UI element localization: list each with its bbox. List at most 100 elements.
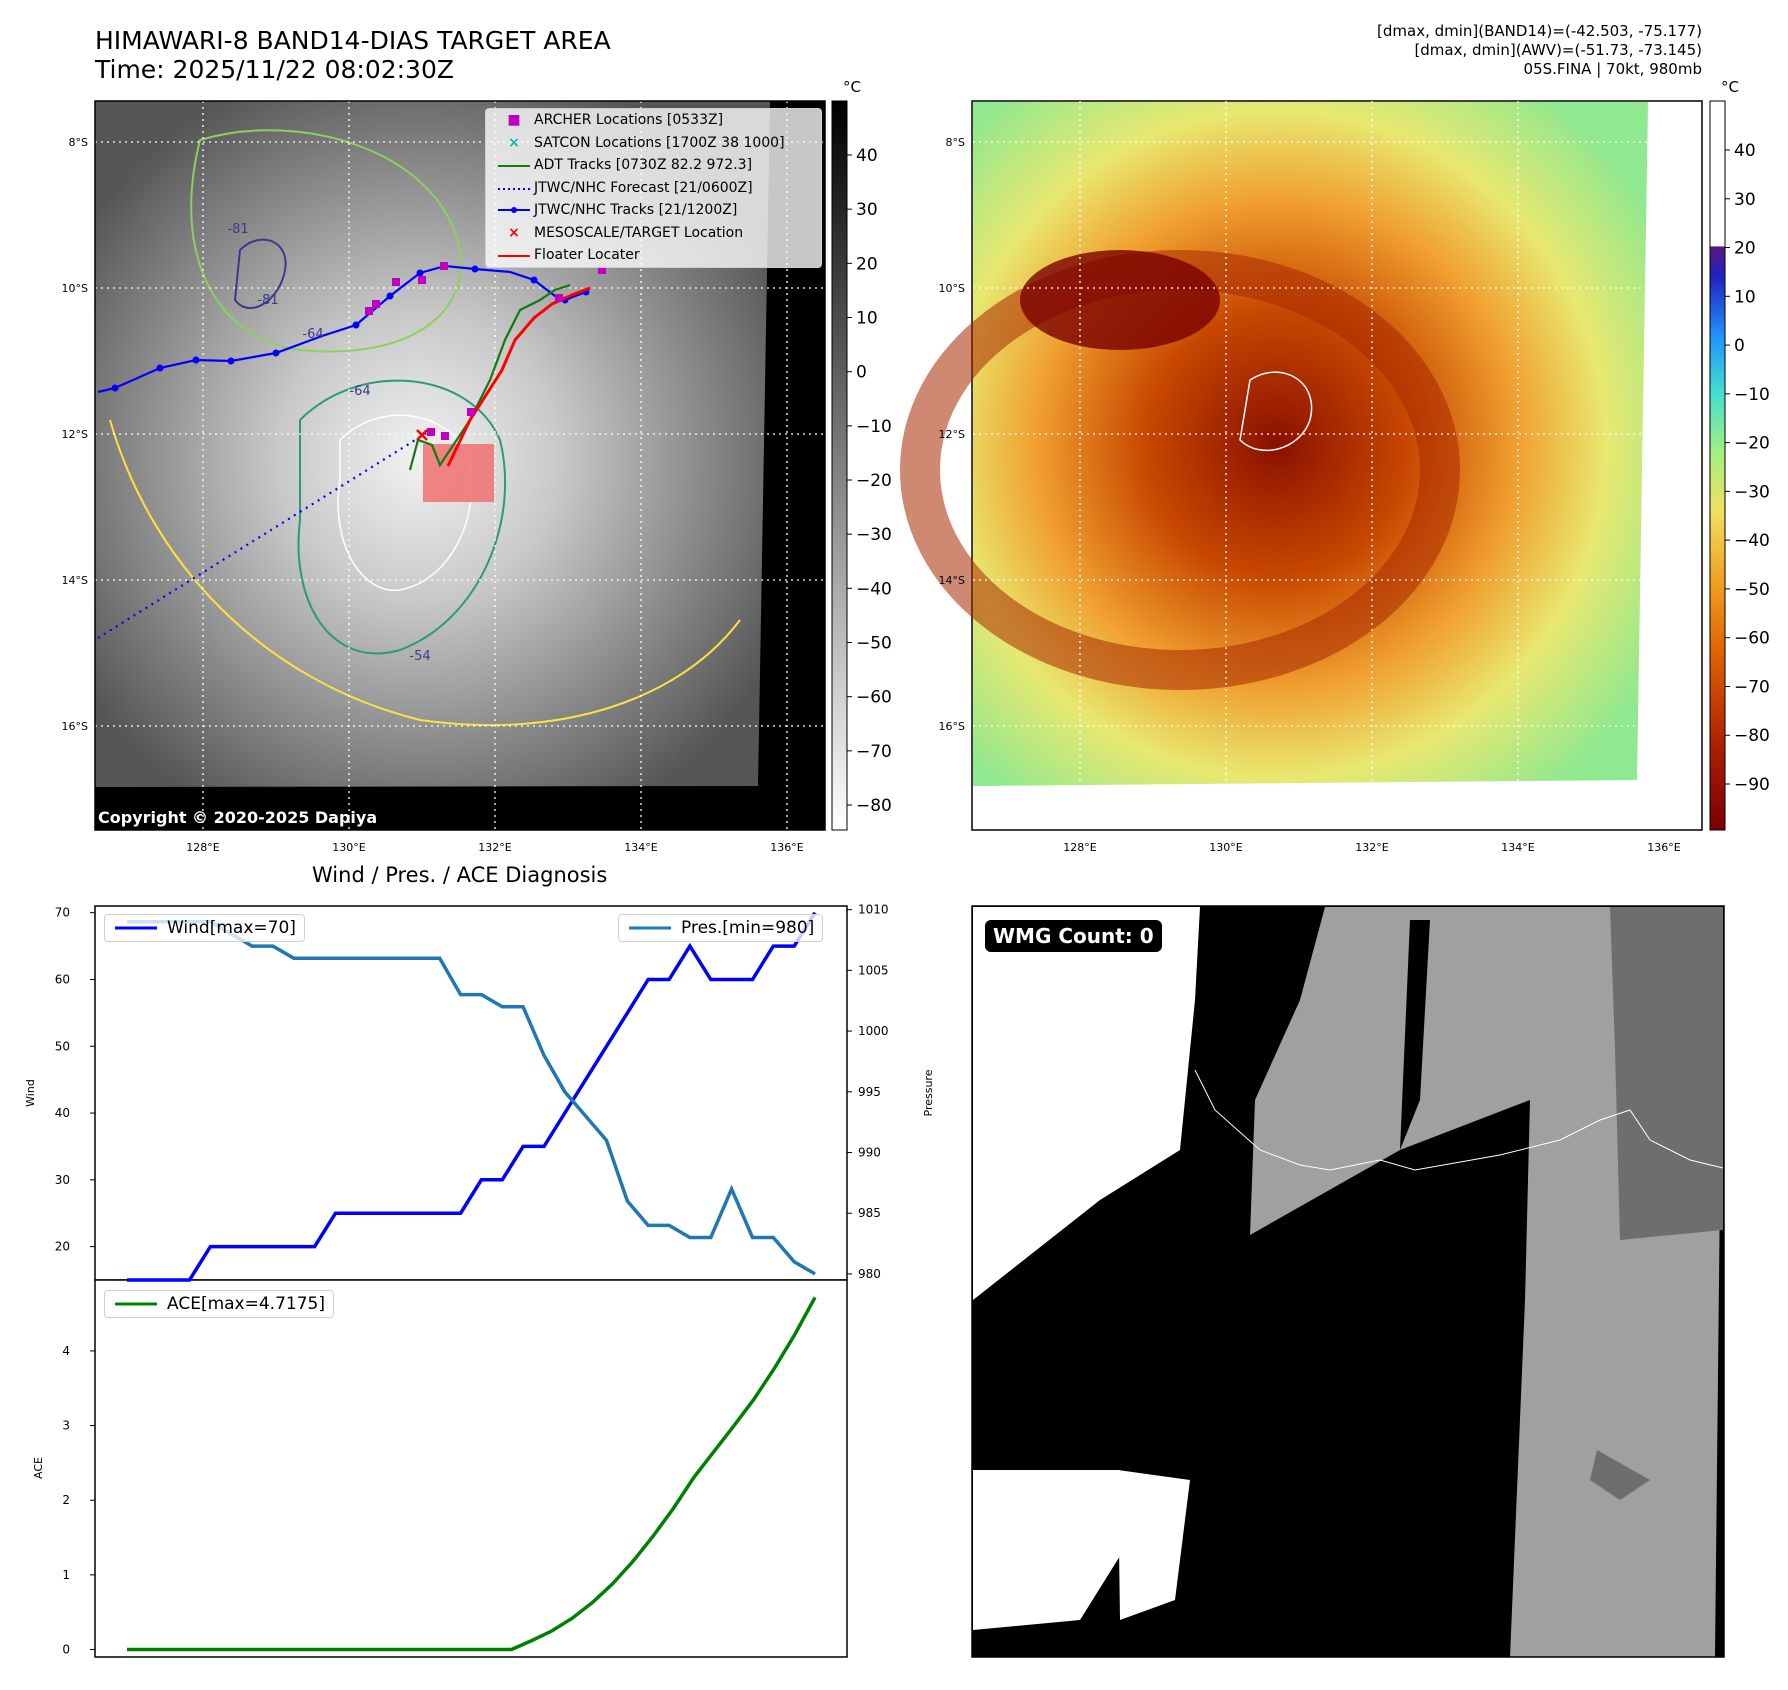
gray-colorbar-tick-label: −10 [856,417,892,437]
gray-colorbar-tick-label: 30 [856,200,878,220]
line-dot-icon [494,202,534,218]
gray-colorbar-tick-label: 10 [856,309,878,329]
ir-lon-label: 132°E [478,841,511,854]
awv-colorbar [1709,100,1726,831]
wind-legend: Wind[max=70] [104,914,305,942]
pressure-legend: Pres.[min=980] [618,914,824,942]
wind-axis-label: Wind [24,1079,37,1107]
y-tick-label: 40 [55,1106,70,1120]
awv-lon-label: 132°E [1355,841,1388,854]
title-line-1: HIMAWARI-8 BAND14-DIAS TARGET AREA [95,26,611,55]
awv-colorbar-tick-label: −10 [1734,385,1770,405]
gray-colorbar-tick-label: −30 [856,525,892,545]
contour-label: -64 [302,327,323,342]
awv-colorbar-tick-label: −80 [1734,726,1770,746]
legend-jtwc-tracks: JTWC/NHC Tracks [21/1200Z] [486,199,821,222]
awv-lat-label: 10°S [939,282,965,295]
ir-lon-label: 128°E [186,841,219,854]
ir-lat-label: 16°S [62,720,88,733]
gray-colorbar-tick-label: −60 [856,688,892,708]
contour-label: -81 [257,293,278,308]
gray-colorbar-unit: °C [843,78,861,96]
awv-lon-label: 136°E [1647,841,1680,854]
wmg-frame [971,905,1725,1658]
floater-locater-track [446,286,591,467]
awv-map-panel [900,100,1726,831]
wmg-dark-patch [1590,1450,1650,1500]
gray-colorbar [831,100,848,831]
wind-pressure-axes-frame [94,905,848,1281]
gray-colorbar-tick-label: −40 [856,579,892,599]
square-marker-icon: ■ [507,112,521,129]
awv-colorbar-tick-label: 10 [1734,287,1756,307]
figure-title: HIMAWARI-8 BAND14-DIAS TARGET AREA Time:… [95,26,611,84]
awv-lat-label: 16°S [939,720,965,733]
ir-lat-label: 8°S [69,136,88,149]
diagnosis-chart: 20 30 40 50 60 70 980 985 990 995 1000 1005 1010 0 1 2 3… [55,903,889,1658]
awv-colorbar-tick-label: −30 [1734,482,1770,502]
title-line-2: Time: 2025/11/22 08:02:30Z [95,55,454,84]
ir-lat-label: 12°S [62,428,88,441]
awv-colorbar-tick-label: 20 [1734,239,1756,259]
jtwc-forecast-track [97,431,429,639]
x-marker-icon: × [508,134,520,151]
series-line-wind [127,911,817,1282]
y-tick-label: 30 [55,1173,70,1187]
y2-tick-label: 995 [858,1085,881,1099]
awv-lon-label: 128°E [1063,841,1096,854]
info-storm: 05S.FINA | 70kt, 980mb [1523,60,1702,78]
awv-colorbar-tick-label: −50 [1734,580,1770,600]
mesoscale-target-marker [416,429,428,441]
ace-axes-frame [94,1279,848,1658]
wmg-panel [971,905,1725,1658]
y-tick-label: 0 [62,1643,70,1657]
copyright-label: Copyright © 2020-2025 Dapiya [98,808,378,827]
wmg-coastline [1194,1069,1724,1171]
y2-tick-label: 990 [858,1146,881,1160]
awv-lon-label: 134°E [1501,841,1534,854]
target-area-box [423,444,494,502]
gray-colorbar-tick-label: −70 [856,742,892,762]
chart-title: Wind / Pres. / ACE Diagnosis [312,863,608,887]
ir-lon-label: 134°E [624,841,657,854]
gray-colorbar-tick-label: −50 [856,634,892,654]
awv-colorbar-tick-label: −90 [1734,775,1770,795]
contour-teal [297,379,507,655]
archer-locations [365,262,606,440]
y-tick-label: 3 [62,1419,70,1433]
wmg-black-band [1400,920,1430,1150]
legend-satcon: × SATCON Locations [1700Z 38 1000] [486,132,821,155]
awv-lon-label: 130°E [1209,841,1242,854]
awv-lat-label: 12°S [939,428,965,441]
y-tick-label: 70 [55,906,70,920]
contour-white [337,414,473,591]
awv-map-gridlines [973,101,1648,786]
y-tick-label: 2 [62,1493,70,1507]
contour-label: -64 [349,384,370,399]
contour-label: -54 [409,649,430,664]
line-icon [115,926,157,930]
y2-tick-label: 1010 [858,903,889,917]
legend-mesoscale: × MESOSCALE/TARGET Location [486,222,821,245]
awv-field [973,102,1648,786]
awv-lat-label: 14°S [939,574,965,587]
awv-coastline [1239,371,1313,452]
gray-colorbar-tick-label: 40 [856,146,878,166]
line-icon [494,247,534,263]
y2-tick-label: 1005 [858,963,889,977]
map-legend: ■ ARCHER Locations [0533Z] × SATCON Loca… [485,108,822,268]
y2-tick-label: 985 [858,1206,881,1220]
contour-label: -81 [227,222,248,237]
wmg-dark-gray-region [1610,907,1723,1240]
contour-green [190,129,462,353]
y-tick-label: 50 [55,1039,70,1053]
ace-legend: ACE[max=4.7175] [104,1290,334,1318]
y2-tick-label: 1000 [858,1024,889,1038]
wmg-count-badge: WMG Count: 0 [985,920,1162,952]
awv-dry-slot [1020,250,1220,350]
legend-adt: ADT Tracks [0730Z 82.2 972.3] [486,154,821,177]
series-line-ace [127,1296,817,1652]
legend-floater: Floater Locater [486,244,821,267]
awv-colorbar-tick-label: 0 [1734,336,1745,356]
